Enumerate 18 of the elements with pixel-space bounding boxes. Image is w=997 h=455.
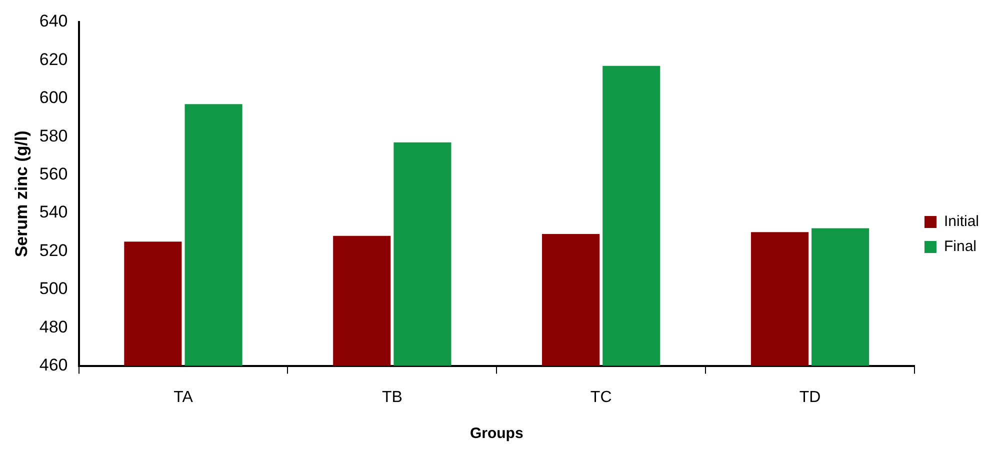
y-tick-label: 480 xyxy=(39,317,68,336)
y-tick-label: 580 xyxy=(39,126,68,146)
y-tick-label: 460 xyxy=(39,355,68,374)
x-axis-title: Groups xyxy=(470,425,524,442)
y-tick-label: 520 xyxy=(39,240,68,260)
y-tick-label: 500 xyxy=(39,279,68,298)
y-tick-label: 560 xyxy=(39,164,68,184)
y-tick-label: 600 xyxy=(39,88,68,108)
y-tick-label: 620 xyxy=(39,50,68,69)
legend-label: Final xyxy=(944,238,976,256)
y-axis-title: Serum zinc (g/l) xyxy=(12,130,31,258)
x-tick-label: TB xyxy=(382,388,402,406)
x-tick-label: TC xyxy=(590,388,612,406)
y-tick-label: 640 xyxy=(39,12,68,31)
x-tick-label: TA xyxy=(174,388,194,406)
x-tick-label: TD xyxy=(799,388,821,406)
legend-label: Initial xyxy=(944,213,980,230)
y-tick-label: 540 xyxy=(39,202,68,222)
